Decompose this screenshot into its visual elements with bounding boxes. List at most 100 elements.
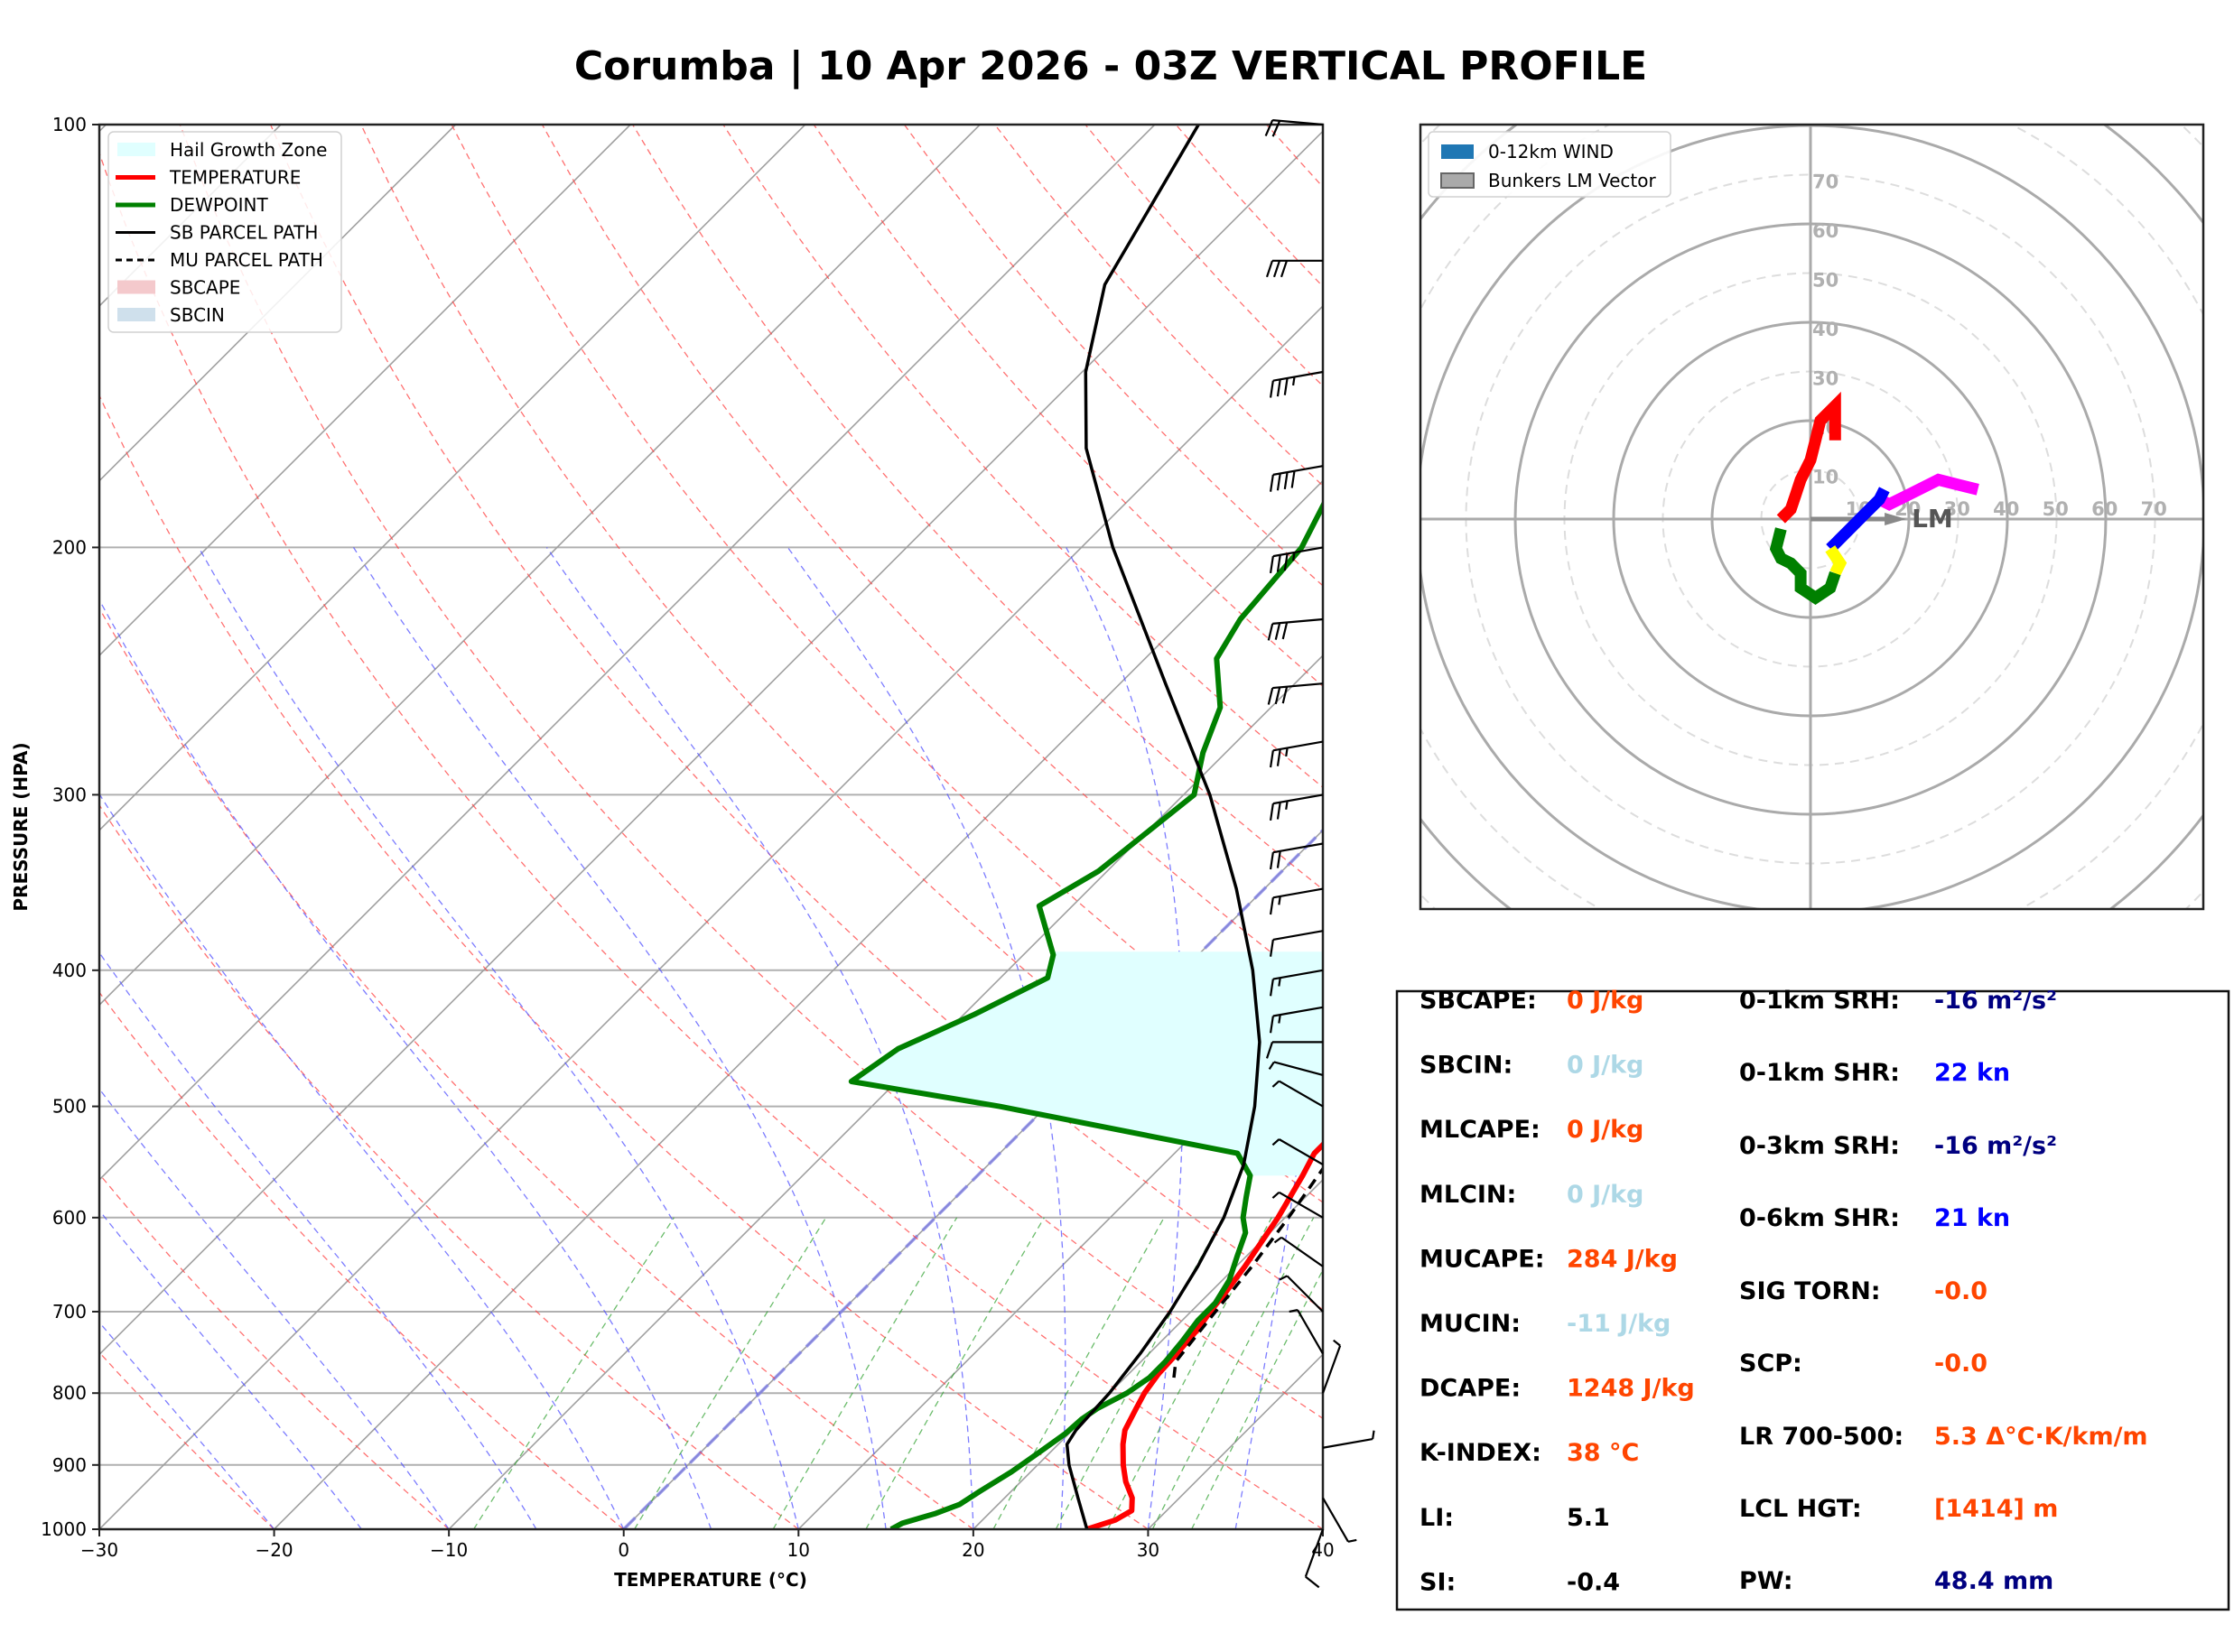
barb-shaft — [1272, 887, 1324, 899]
barb-shaft — [1272, 1006, 1324, 1017]
barb-flag — [1272, 260, 1281, 278]
barb-flag — [1269, 1016, 1274, 1034]
stat-value: 0 J/kg — [1567, 987, 1643, 1015]
x-tick-label: −10 — [430, 1539, 468, 1561]
barb-flag — [1269, 474, 1274, 492]
wind-barb — [1271, 1138, 1324, 1165]
wind-barb — [1322, 1497, 1357, 1543]
dry-adiabat — [99, 803, 799, 1529]
hodograph-ring-label-u: 40 — [1993, 498, 2019, 520]
hail-growth-zone — [851, 951, 1323, 1176]
stat-label: MLCAPE: — [1420, 1116, 1541, 1144]
stat-value: -11 J/kg — [1567, 1310, 1671, 1338]
barb-half-flag — [1271, 1191, 1280, 1199]
barb-shaft — [1321, 1345, 1342, 1394]
barb-shaft — [1304, 1528, 1325, 1577]
stat-value: 0 J/kg — [1567, 1052, 1643, 1080]
x-tick-label: 0 — [618, 1539, 629, 1561]
stat-value: 22 kn — [1934, 1059, 2010, 1087]
y-tick-label: 400 — [52, 960, 87, 981]
barb-flag — [1283, 553, 1289, 571]
barb-flag — [1269, 555, 1274, 574]
legend-box — [107, 131, 342, 333]
hodograph-ring-label-v: 50 — [1812, 270, 1838, 292]
hodograph-segment-6-9km — [1769, 527, 1841, 606]
stat-label: 0-1km SRH: — [1739, 987, 1900, 1015]
barb-flag — [1283, 377, 1289, 395]
mixing-ratio-line — [1151, 1217, 1315, 1529]
moist-adiabat — [99, 1321, 275, 1529]
hodograph-data-layer: LM — [1769, 391, 1979, 606]
stats-box — [1395, 989, 2230, 1611]
stats-rows: SBCAPE: 0 J/kg SBCIN: 0 J/kg MLCAPE: 0 J/kg ML… — [1420, 987, 2148, 1596]
legend-label: Bunkers LM Vector — [1488, 170, 1657, 191]
barb-flag — [1276, 802, 1281, 820]
hodograph-ring-label-u: 70 — [2141, 498, 2167, 520]
hodograph-ring-label-v: 70 — [1812, 172, 1838, 193]
dry-adiabat — [179, 125, 1323, 1420]
barb-shaft — [1272, 930, 1324, 942]
legend-box — [1428, 131, 1671, 198]
barb-half-flag — [1285, 747, 1289, 757]
barb-half-flag — [1333, 1339, 1341, 1347]
isotherm-line — [99, 125, 981, 1007]
hodograph-ring-label-v: 40 — [1812, 319, 1838, 340]
legend-swatch — [117, 143, 155, 156]
moist-adiabat — [99, 599, 712, 1529]
hodograph-ring-label-u: 60 — [2091, 498, 2118, 520]
stat-value: 5.1 — [1567, 1504, 1610, 1532]
legend-label: TEMPERATURE — [169, 167, 301, 189]
x-axis-label: TEMPERATURE (°C) — [614, 1569, 807, 1591]
stat-value: 284 J/kg — [1567, 1245, 1678, 1273]
barb-half-flag — [1292, 552, 1296, 561]
wind-barb — [1273, 1236, 1324, 1267]
freezing-isotherm — [622, 828, 1323, 1529]
legend-label: MU PARCEL PATH — [170, 249, 323, 271]
barb-shaft — [1272, 465, 1324, 476]
barb-flag — [1265, 260, 1274, 278]
barb-flag — [1269, 380, 1274, 398]
isotherm-line — [99, 125, 631, 657]
x-tick-label: 30 — [1137, 1539, 1159, 1561]
wind-barb — [1269, 740, 1324, 768]
wind-barb — [1264, 119, 1324, 137]
barb-flag — [1265, 1042, 1274, 1059]
y-tick-label: 900 — [52, 1454, 87, 1476]
stat-label: MLCIN: — [1420, 1181, 1516, 1209]
isotherm-line — [99, 125, 1156, 1181]
dry-adiabat — [99, 1351, 275, 1529]
stat-value: 1248 J/kg — [1567, 1375, 1695, 1403]
stat-value: -0.0 — [1934, 1277, 1987, 1305]
hodograph-ring-dashed — [1420, 125, 2203, 909]
isotherm-line — [99, 125, 806, 831]
stat-label: MUCIN: — [1420, 1310, 1521, 1338]
wind-barb — [1271, 1080, 1324, 1108]
barb-shaft — [1286, 1275, 1324, 1313]
barb-shaft — [1272, 119, 1324, 126]
legend-swatch — [1440, 172, 1475, 189]
barb-shaft — [1272, 842, 1324, 854]
barb-shaft — [1272, 969, 1324, 980]
temperature-line — [1085, 1140, 1323, 1529]
moist-adiabat — [198, 547, 799, 1529]
stat-value: 5.3 Δ°C·K/km/m — [1934, 1423, 2148, 1451]
barb-flag — [1267, 623, 1274, 641]
barb-flag — [1269, 897, 1274, 915]
legend-swatch — [1441, 144, 1474, 159]
hodograph-ring-label-u: 30 — [1944, 498, 1970, 520]
barb-half-flag — [1278, 1014, 1281, 1024]
barb-shaft — [1272, 546, 1324, 558]
moist-adiabat — [99, 1209, 362, 1529]
barb-flag — [1267, 687, 1274, 705]
stat-label: SBCAPE: — [1420, 987, 1537, 1015]
barb-half-flag — [1292, 376, 1296, 386]
barb-flag — [1281, 686, 1289, 704]
barb-shaft — [1278, 1138, 1324, 1165]
dry-adiabat — [99, 151, 1323, 1529]
barb-half-flag — [1289, 1309, 1299, 1313]
barb-shaft — [1272, 794, 1324, 805]
isotherm-line — [274, 479, 1323, 1529]
